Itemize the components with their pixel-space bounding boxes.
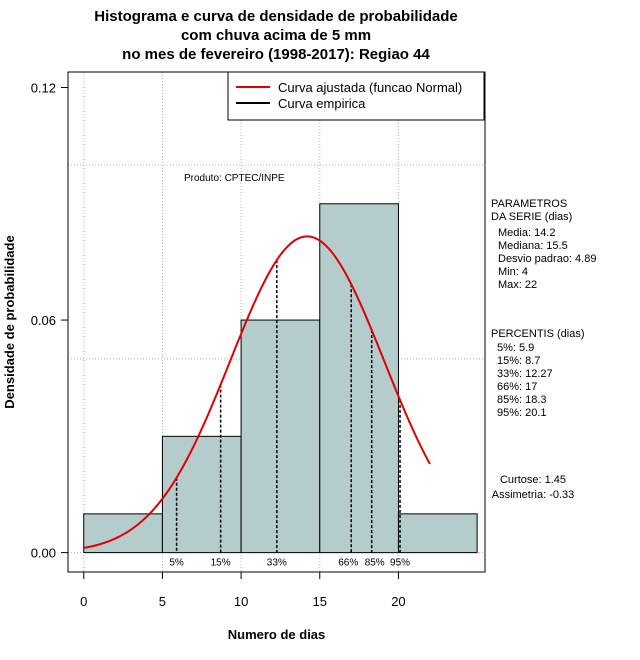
shape-item: Curtose: 1.45 [500, 474, 566, 486]
legend-label: Curva empirica [278, 96, 366, 111]
percentile-label: 5% [169, 558, 184, 569]
histogram-bar [161, 435, 242, 554]
y-tick-label: 0.06 [31, 313, 56, 328]
parameters-heading: PARAMETROS [491, 198, 567, 210]
x-tick-label: 15 [313, 594, 327, 609]
percentil-item: 66%: 17 [497, 381, 537, 393]
parameters-heading: DA SERIE (dias) [491, 211, 572, 223]
parameter-item: Desvio padrao: 4.89 [498, 253, 596, 265]
legend-label: Curva ajustada (funcao Normal) [278, 80, 462, 95]
percentil-item: 5%: 5.9 [497, 342, 534, 354]
percentile-label: 33% [267, 558, 287, 569]
histogram-bar [83, 513, 163, 554]
histogram-bars [83, 203, 478, 554]
percentil-item: 95%: 20.1 [497, 407, 547, 419]
product-label: Produto: CPTEC/INPE [184, 173, 285, 184]
percentile-lines: 5% 15% 33% 66% 85% 95% [169, 260, 410, 569]
x-tick-label: 20 [391, 594, 405, 609]
percentis-heading: PERCENTIS (dias) [491, 328, 585, 340]
title-line-1: Histograma e curva de densidade de proba… [94, 8, 457, 25]
y-tick-label: 0.00 [31, 546, 56, 561]
x-tick-label: 10 [234, 594, 248, 609]
parameter-item: Mediana: 15.5 [498, 240, 568, 252]
title-line-2: com chuva acima de 5 mm [181, 27, 371, 44]
y-axis-label: Densidade de probabilidade [2, 235, 17, 408]
percentile-label: 85% [365, 558, 385, 569]
chart-title: Histograma e curva de densidade de proba… [94, 8, 457, 63]
percentile-label: 95% [390, 558, 410, 569]
percentil-item: 15%: 8.7 [497, 355, 540, 367]
histogram-bar [240, 319, 321, 554]
fitted-curve-group [83, 235, 431, 549]
axes: 0 5 10 15 20 0.00 0.06 0.12 Numero de dias Densid… [2, 71, 486, 642]
histogram-bar [397, 513, 478, 554]
x-tick-label: 0 [80, 594, 87, 609]
percentil-item: 85%: 18.3 [497, 394, 547, 406]
parameter-item: Max: 22 [498, 279, 537, 291]
parameter-item: Min: 4 [498, 266, 528, 278]
shape-item: Assimetria: -0.33 [492, 489, 575, 501]
percentil-item: 33%: 12.27 [497, 368, 553, 380]
percentile-label: 15% [211, 558, 231, 569]
parameter-item: Media: 14.2 [498, 227, 555, 239]
percentile-label: 66% [338, 558, 358, 569]
fitted-normal-curve [83, 235, 431, 549]
legend: Curva ajustada (funcao Normal)Curva empi… [227, 71, 485, 121]
y-tick-label: 0.12 [31, 81, 56, 96]
x-axis-label: Numero de dias [228, 627, 326, 642]
legend-box [227, 71, 485, 121]
title-line-3: no mes de fevereiro (1998-2017): Regiao … [122, 46, 430, 63]
x-tick-label: 5 [159, 594, 166, 609]
histogram-bar [319, 203, 399, 554]
